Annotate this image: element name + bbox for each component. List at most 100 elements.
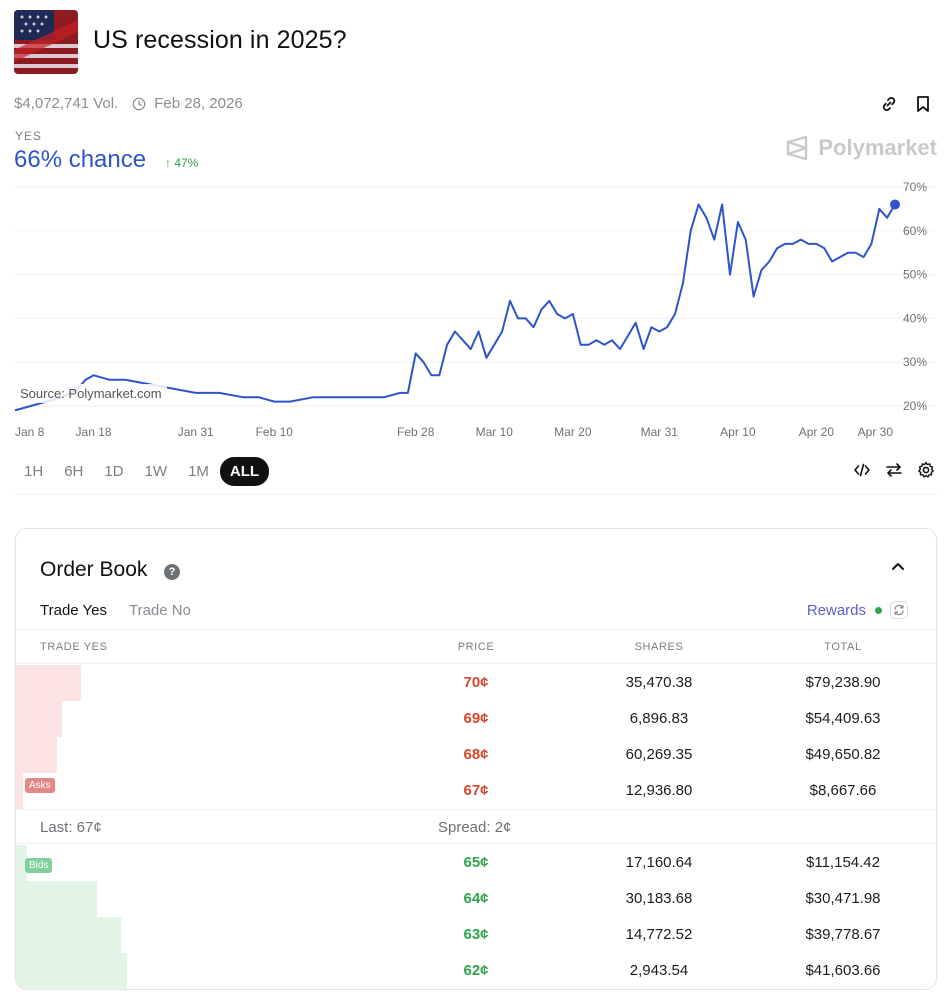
bid-total: $41,603.66 — [805, 962, 881, 979]
rewards-indicator[interactable]: Rewards — [807, 601, 908, 619]
series-line — [14, 203, 896, 412]
chance-change: ↑ 47% — [165, 156, 199, 170]
chart-source: Source: Polymarket.com — [15, 384, 167, 403]
market-meta: $4,072,741 Vol. Feb 28, 2026 — [14, 95, 243, 112]
header-price: PRICE — [457, 641, 495, 653]
link-icon[interactable] — [879, 94, 899, 114]
ask-row[interactable]: 69¢ 6,896.83 $54,409.63 — [16, 701, 936, 737]
bid-depth-bar — [16, 881, 97, 917]
x-tick-label: Mar 10 — [476, 425, 514, 439]
ask-depth-bar — [16, 701, 62, 737]
bid-price: 65¢ — [463, 854, 489, 871]
ask-depth-bar — [16, 665, 81, 701]
volume-text: $4,072,741 Vol. — [14, 95, 119, 112]
last-spread-row: Last: 67¢ Spread: 2¢ — [16, 809, 936, 844]
chevron-up-icon[interactable] — [890, 559, 906, 575]
ask-depth-bar — [16, 773, 23, 809]
ask-price: 67¢ — [463, 782, 489, 799]
ask-shares: 12,936.80 — [625, 782, 693, 799]
range-1m[interactable]: 1M — [188, 463, 209, 480]
spread: Spread: 2¢ — [438, 819, 512, 836]
x-tick-label: Feb 28 — [397, 425, 435, 439]
ask-row[interactable]: 70¢ 35,470.38 $79,238.90 — [16, 665, 936, 701]
y-tick-label: 20% — [903, 399, 927, 413]
bid-price: 62¢ — [463, 962, 489, 979]
header-shares: SHARES — [634, 641, 684, 653]
range-1h[interactable]: 1H — [24, 463, 44, 480]
y-tick-label: 40% — [903, 311, 927, 325]
ask-price: 69¢ — [463, 710, 489, 727]
x-tick-label: Jan 8 — [15, 425, 45, 439]
header-side: TRADE YES — [40, 641, 108, 653]
bid-price: 63¢ — [463, 926, 489, 943]
bid-row[interactable]: 64¢ 30,183.68 $30,471.98 — [16, 881, 936, 917]
x-tick-label: Apr 20 — [799, 425, 835, 439]
last-price: Last: 67¢ — [40, 819, 102, 836]
ask-price: 70¢ — [463, 674, 489, 691]
ask-total: $8,667.66 — [809, 782, 877, 799]
range-1w[interactable]: 1W — [144, 463, 168, 480]
bid-price: 64¢ — [463, 890, 489, 907]
bid-row[interactable]: 65¢ 17,160.64 $11,154.42 — [16, 845, 936, 881]
ask-shares: 6,896.83 — [629, 710, 689, 727]
range-1d[interactable]: 1D — [104, 463, 124, 480]
bid-total: $30,471.98 — [805, 890, 881, 907]
range-6h[interactable]: 6H — [64, 463, 84, 480]
ask-row[interactable]: 67¢ 12,936.80 $8,667.66 — [16, 773, 936, 809]
bid-shares: 14,772.52 — [625, 926, 693, 943]
x-tick-label: Mar 31 — [641, 425, 679, 439]
embed-code-icon[interactable] — [853, 461, 871, 479]
header-total: TOTAL — [824, 641, 862, 653]
order-book-header: TRADE YES PRICE SHARES TOTAL — [16, 629, 936, 664]
header-actions — [879, 94, 933, 114]
y-tick-label: 30% — [903, 355, 927, 369]
bid-total: $11,154.42 — [806, 854, 880, 871]
current-point-marker — [890, 199, 900, 210]
ask-row[interactable]: 68¢ 60,269.35 $49,650.82 — [16, 737, 936, 773]
ask-total: $49,650.82 — [805, 746, 881, 763]
settings-gear-icon[interactable] — [917, 461, 935, 479]
section-divider — [14, 494, 937, 495]
brand-name: Polymarket — [818, 135, 937, 160]
bid-row[interactable]: 63¢ 14,772.52 $39,778.67 — [16, 917, 936, 953]
y-tick-label: 60% — [903, 224, 927, 238]
ask-shares: 60,269.35 — [625, 746, 693, 763]
x-tick-label: Apr 10 — [720, 425, 756, 439]
ask-price: 68¢ — [463, 746, 489, 763]
bid-depth-bar — [16, 917, 121, 953]
bids-badge: Bids — [25, 858, 53, 873]
tab-trade-yes[interactable]: Trade Yes — [40, 602, 107, 619]
bookmark-icon[interactable] — [913, 94, 933, 114]
range-all[interactable]: ALL — [219, 457, 270, 486]
chart-tools — [853, 461, 935, 479]
swap-icon[interactable] — [885, 461, 903, 479]
help-icon[interactable]: ? — [164, 564, 180, 580]
refresh-button[interactable] — [890, 601, 908, 619]
chance-value: 66% chance — [14, 146, 147, 173]
end-date: Feb 28, 2026 — [154, 95, 243, 112]
x-tick-label: Jan 31 — [178, 425, 214, 439]
order-book-panel: Order Book ? Trade Yes Trade No Rewards … — [15, 528, 937, 990]
bid-shares: 2,943.54 — [629, 962, 689, 979]
ask-total: $54,409.63 — [805, 710, 881, 727]
rewards-label[interactable]: Rewards — [806, 601, 866, 619]
x-tick-label: Apr 30 — [858, 425, 894, 439]
ask-total: $79,238.90 — [805, 674, 881, 691]
polymarket-logo-icon — [787, 135, 808, 161]
time-range-selector: 1H 6H 1D 1W 1M ALL — [14, 457, 270, 486]
x-tick-label: Jan 18 — [76, 425, 112, 439]
order-book-title: Order Book — [40, 558, 148, 581]
y-tick-label: 50% — [903, 268, 927, 282]
x-tick-label: Mar 20 — [554, 425, 592, 439]
ask-shares: 35,470.38 — [625, 674, 693, 691]
asks-badge: Asks — [25, 778, 55, 793]
clock-icon — [132, 97, 146, 110]
tab-trade-no[interactable]: Trade No — [129, 602, 191, 619]
outcome-label: YES — [15, 129, 43, 143]
rewards-status-dot — [875, 606, 882, 614]
price-chart: 70% 60% 50% 40% 30% 20% Jan 8 Jan 18 Jan 31 Feb 1… — [14, 180, 935, 439]
bid-row[interactable]: 62¢ 2,943.54 $41,603.66 — [16, 953, 936, 989]
bid-shares: 17,160.64 — [625, 854, 693, 871]
bid-shares: 30,183.68 — [625, 890, 693, 907]
y-tick-label: 70% — [903, 180, 927, 194]
